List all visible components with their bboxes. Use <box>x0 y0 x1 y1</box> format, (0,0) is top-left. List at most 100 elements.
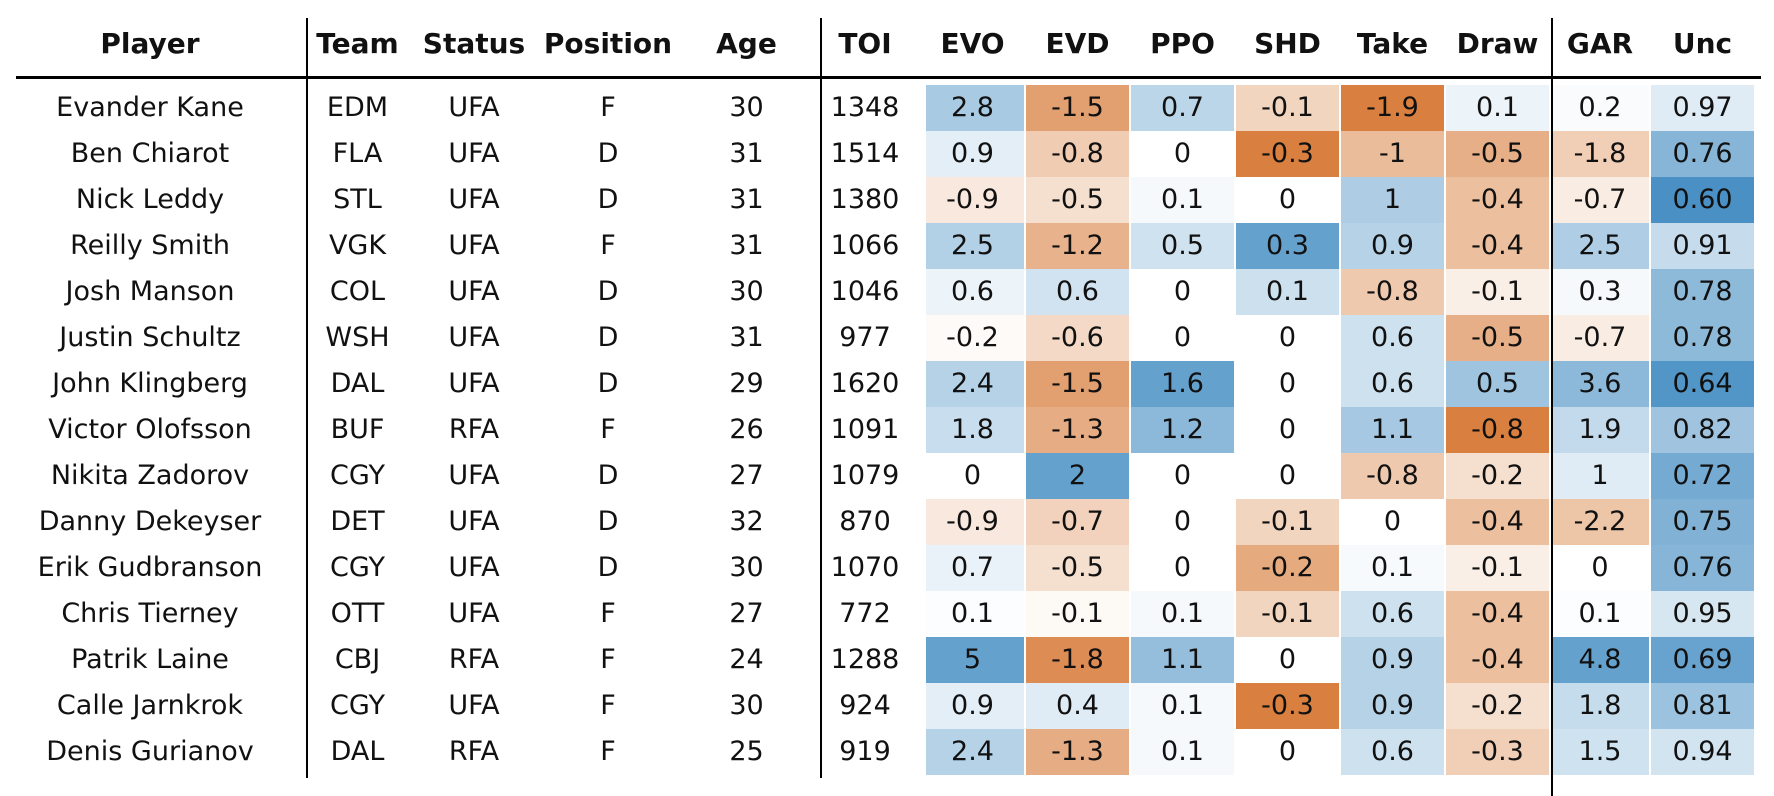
table-cell: 1.5 <box>1578 736 1622 767</box>
table-cell: D <box>597 552 619 583</box>
cell-shading <box>1551 223 1649 269</box>
column-header: EVO <box>940 27 1005 60</box>
cell-shading <box>1236 545 1339 591</box>
table-cell: DAL <box>330 368 385 399</box>
table-cell: 1380 <box>830 184 900 215</box>
table-cell: -0.3 <box>1261 138 1314 169</box>
column-header: GAR <box>1566 27 1634 60</box>
table-cell: 0.1 <box>1476 92 1519 123</box>
cell-shading <box>1341 315 1444 361</box>
cell-shading <box>1026 729 1129 775</box>
table-cell: UFA <box>448 322 500 353</box>
table-cell: DAL <box>330 736 385 767</box>
table-cell: 0.75 <box>1672 506 1733 537</box>
table-cell: 0 <box>1278 736 1297 767</box>
table-cell: -1.5 <box>1051 92 1104 123</box>
table-cell: 0.64 <box>1672 368 1733 399</box>
table-cell: Chris Tierney <box>61 598 239 629</box>
cell-shading <box>1026 315 1129 361</box>
table-cell: 0.6 <box>1371 322 1414 353</box>
table-cell: 30 <box>729 552 764 583</box>
table-cell: 1288 <box>830 644 900 675</box>
table-cell: 0 <box>1173 506 1192 537</box>
cell-shading <box>1651 131 1754 177</box>
table-cell: 31 <box>729 230 764 261</box>
cell-shading <box>1551 637 1649 683</box>
cell-shading <box>1026 177 1129 223</box>
table-cell: 2.5 <box>951 230 994 261</box>
table-cell: 29 <box>729 368 764 399</box>
cell-shading <box>1551 85 1649 131</box>
table-cell: -0.4 <box>1471 506 1524 537</box>
table-cell: Erik Gudbranson <box>37 552 263 583</box>
cell-shading <box>1341 637 1444 683</box>
table-cell: OTT <box>330 598 385 629</box>
table-cell: -0.8 <box>1051 138 1104 169</box>
table-cell: F <box>600 644 616 675</box>
cell-shading <box>1026 407 1129 453</box>
cell-shading <box>1026 453 1129 499</box>
table-cell: 0.95 <box>1672 598 1733 629</box>
cell-shading <box>1341 407 1444 453</box>
cell-shading <box>1651 269 1754 315</box>
table-cell: 2.4 <box>951 736 994 767</box>
table-cell: D <box>597 460 619 491</box>
cell-shading <box>926 407 1024 453</box>
table-cell: DET <box>330 506 385 537</box>
cell-shading <box>926 361 1024 407</box>
cell-shading <box>1651 315 1754 361</box>
cell-shading <box>1131 591 1234 637</box>
table-cell: 32 <box>729 506 764 537</box>
cell-shading <box>1651 85 1754 131</box>
cell-shading <box>1341 177 1444 223</box>
table-cell: 0.6 <box>1371 368 1414 399</box>
table-cell: 26 <box>729 414 764 445</box>
table-cell: 0 <box>963 460 982 491</box>
table-cell: 1.9 <box>1578 414 1622 445</box>
cell-shading <box>1446 131 1549 177</box>
table-cell: 3.6 <box>1578 368 1622 399</box>
cell-shading <box>1026 361 1129 407</box>
cell-shading <box>1131 683 1234 729</box>
table-cell: -2.2 <box>1573 506 1627 537</box>
cell-shading <box>1341 683 1444 729</box>
cell-shading <box>1551 545 1649 591</box>
cell-shading <box>1446 85 1549 131</box>
table-cell: 0.69 <box>1672 644 1733 675</box>
cell-shading <box>926 453 1024 499</box>
table-cell: CGY <box>330 690 385 721</box>
table-cell: -1.2 <box>1051 230 1104 261</box>
table-cell: D <box>597 368 619 399</box>
cell-shading <box>1131 131 1234 177</box>
table-cell: 0.6 <box>951 276 994 307</box>
table-cell: 25 <box>729 736 764 767</box>
table-cell: Justin Schultz <box>59 322 241 353</box>
table-cell: -0.5 <box>1471 138 1524 169</box>
table-cell: D <box>597 506 619 537</box>
column-header: PPO <box>1150 27 1215 60</box>
table-cell: -0.1 <box>1261 92 1314 123</box>
column-header: TOI <box>838 27 892 60</box>
table-cell: 0.6 <box>1056 276 1099 307</box>
cell-shading <box>1551 269 1649 315</box>
column-header: Status <box>422 27 526 60</box>
table-cell: 977 <box>839 322 891 353</box>
table-cell: 30 <box>729 92 764 123</box>
table-cell: 0 <box>1173 460 1192 491</box>
table-cell: -0.5 <box>1471 322 1524 353</box>
table-cell: Calle Jarnkrok <box>56 690 244 721</box>
cell-shading <box>926 683 1024 729</box>
table-cell: -0.8 <box>1366 276 1419 307</box>
cell-shading <box>926 131 1024 177</box>
cell-shading <box>1446 545 1549 591</box>
table-cell: 0.7 <box>1161 92 1204 123</box>
cell-shading <box>1131 545 1234 591</box>
table-cell: 2.4 <box>951 368 994 399</box>
table-cell: 31 <box>729 138 764 169</box>
cell-shading <box>1026 683 1129 729</box>
table-cell: 2 <box>1068 460 1087 491</box>
cell-shading <box>1651 407 1754 453</box>
cell-shading <box>1131 729 1234 775</box>
cell-shading <box>1236 315 1339 361</box>
